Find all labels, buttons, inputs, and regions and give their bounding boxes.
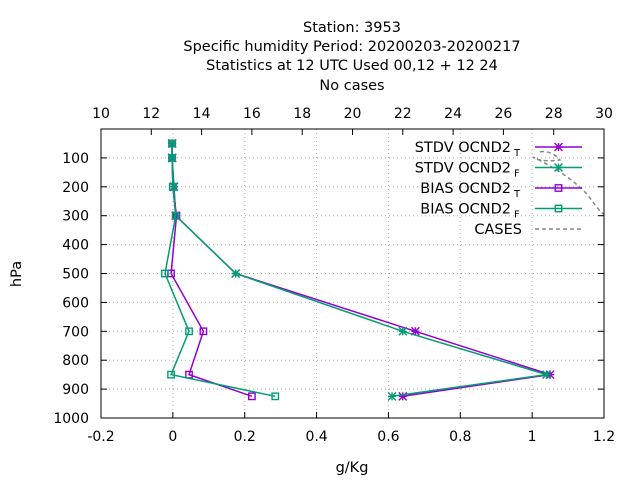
x2-tick-label: 10 (92, 106, 110, 122)
legend-label: BIAS OCND2 (420, 181, 511, 197)
data-point (271, 392, 280, 401)
series-2 (167, 138, 552, 401)
grid (101, 129, 604, 418)
y-tick-label: 1000 (53, 411, 89, 427)
series-4 (161, 139, 280, 401)
data-point (247, 392, 256, 401)
y-tick-label: 900 (62, 382, 89, 398)
data-point (168, 139, 177, 148)
legend-subscript: F (514, 169, 520, 180)
legend-subscript: T (513, 189, 521, 200)
y-tick-label: 100 (62, 151, 89, 167)
data-point (398, 391, 408, 401)
legend-label: CASES (474, 222, 522, 238)
legend-subscript: T (513, 148, 521, 159)
y-tick-label: 300 (62, 209, 89, 225)
legend-marker (554, 184, 563, 192)
legend-entry: BIAS OCND2 T (420, 181, 582, 200)
x-tick-label: 0 (168, 429, 177, 445)
data-point (161, 269, 169, 278)
x-tick-label: 1 (528, 429, 537, 445)
title-line-2: Specific humidity Period: 20200203-20200… (183, 39, 520, 55)
chart-title: Station: 3953 Specific humidity Period: … (183, 20, 520, 94)
legend-entry: BIAS OCND2 F (420, 202, 582, 221)
series-line (164, 143, 276, 398)
legend-entry: STDV OCND2 T (415, 140, 582, 159)
data-point (231, 269, 241, 278)
y-tick-label: 700 (62, 324, 89, 340)
x-tick-label: 0.4 (305, 429, 327, 445)
x2-tick-label: 12 (142, 106, 160, 122)
x-tick-label: -0.2 (87, 429, 114, 445)
x2-tick-label: 26 (494, 106, 512, 122)
y-tick-label: 800 (62, 353, 89, 369)
x2-tick-label: 28 (545, 106, 563, 122)
x-tick-label: 0.8 (449, 429, 471, 445)
x2-tick-label: 30 (595, 106, 613, 122)
data-point (168, 182, 177, 191)
data-point (542, 370, 552, 380)
legend-label: STDV OCND2 (415, 161, 511, 177)
legend-label: STDV OCND2 (415, 140, 511, 156)
x-axis-label: g/Kg (336, 460, 369, 476)
data-point (398, 326, 408, 336)
x2-tick-label: 16 (243, 106, 261, 122)
title-line-1: Station: 3953 (303, 20, 401, 36)
legend-marker (554, 142, 563, 152)
y-tick-label: 200 (62, 180, 89, 196)
y-tick-label: 600 (62, 295, 89, 311)
cases-curve (532, 150, 605, 215)
x2-tick-label: 14 (193, 106, 211, 122)
series-layer (161, 138, 555, 401)
axis-ticks: -0.2 0 0.2 0.4 0.6 0.8 1 1.2 10 12 14 16 18 20 22 24 26 2… (53, 106, 615, 445)
plot-frame (100, 128, 605, 419)
legend-label: BIAS OCND2 (420, 202, 511, 218)
y-tick-label: 400 (62, 238, 89, 254)
legend-entry: STDV OCND2 F (415, 161, 582, 180)
legend-subscript: F (514, 210, 520, 221)
x-tick-label: 1.2 (593, 429, 615, 445)
data-point (167, 370, 175, 379)
x-tick-label: 0.2 (234, 429, 256, 445)
title-line-4: No cases (319, 78, 384, 94)
legend-entry: CASES (474, 222, 582, 238)
x2-tick-label: 20 (344, 106, 362, 122)
x2-tick-label: 24 (444, 106, 462, 122)
y-tick-label: 500 (62, 267, 89, 283)
x2-tick-label: 22 (394, 106, 412, 122)
data-point (185, 327, 193, 336)
y-axis-label: hPa (9, 261, 25, 287)
data-point (168, 153, 177, 162)
series-3 (167, 139, 256, 401)
series-1 (167, 138, 555, 401)
title-line-3: Statistics at 12 UTC Used 00,12 + 12 24 (206, 58, 498, 74)
x2-tick-label: 18 (293, 106, 311, 122)
data-point (387, 391, 397, 401)
data-point (199, 327, 208, 336)
x-tick-label: 0.6 (377, 429, 399, 445)
data-point (171, 211, 180, 220)
cases-line (532, 150, 605, 215)
legend-marker (554, 204, 563, 213)
legend-marker (554, 163, 563, 172)
